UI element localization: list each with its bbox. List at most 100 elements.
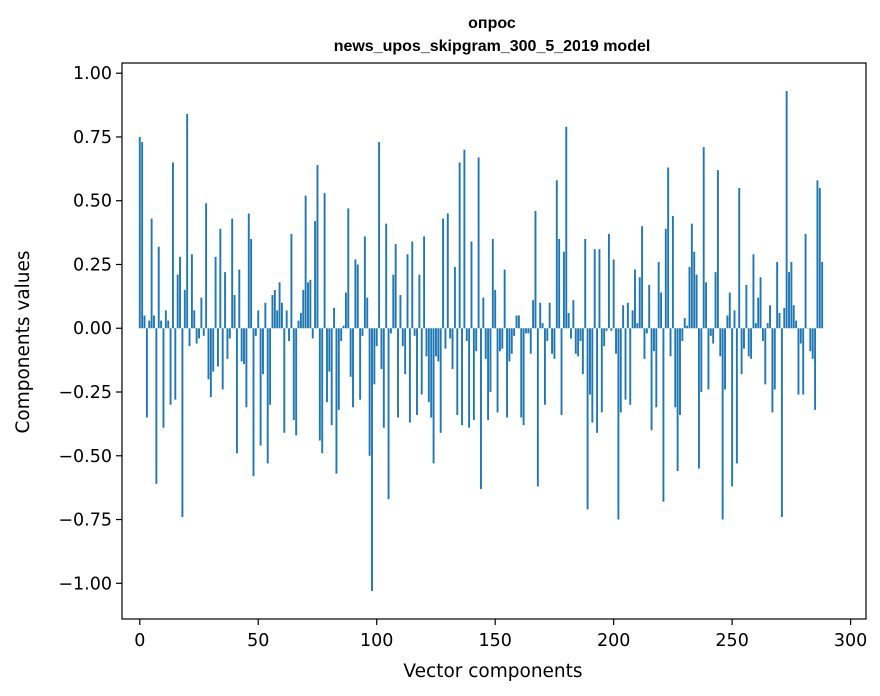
bar	[745, 284, 748, 329]
bar	[750, 328, 753, 359]
bar	[740, 328, 743, 375]
bar	[724, 328, 726, 390]
bar	[610, 328, 613, 331]
bar	[494, 289, 497, 329]
bar	[555, 180, 558, 329]
bar	[543, 328, 546, 405]
bar	[743, 328, 745, 349]
bar	[738, 187, 741, 329]
x-axis-label: Vector components	[403, 661, 582, 682]
bar	[453, 267, 456, 329]
bar	[435, 328, 437, 357]
bar	[626, 302, 629, 329]
bar	[363, 236, 366, 329]
bar	[420, 328, 423, 395]
bar	[638, 277, 641, 329]
bar	[799, 328, 802, 344]
bar	[378, 142, 381, 329]
bar	[401, 328, 404, 347]
bar	[636, 323, 639, 329]
bar	[591, 328, 594, 423]
bar	[548, 302, 551, 329]
bar-series	[138, 91, 824, 591]
bar	[449, 328, 452, 339]
bar	[318, 328, 321, 441]
bar	[198, 328, 200, 339]
bar	[747, 328, 750, 357]
bar	[444, 328, 447, 349]
bar	[716, 170, 719, 329]
bar	[145, 328, 148, 418]
bar	[321, 328, 324, 454]
bar	[619, 328, 622, 413]
bar	[292, 328, 295, 421]
bar	[513, 328, 516, 336]
bar	[375, 328, 378, 347]
y-tick-label: −1.00	[58, 574, 112, 594]
bar	[788, 272, 790, 329]
bar	[190, 254, 193, 329]
bar	[430, 328, 433, 418]
bar	[437, 328, 440, 362]
bar	[299, 312, 302, 329]
bar	[472, 328, 475, 421]
bar	[674, 328, 677, 408]
bar	[157, 246, 160, 329]
bar	[517, 315, 520, 329]
bar	[359, 328, 362, 400]
bar	[404, 328, 407, 375]
bar	[141, 142, 144, 329]
bar	[314, 221, 317, 329]
bar	[503, 269, 506, 329]
bar	[193, 310, 196, 329]
bar	[539, 302, 542, 329]
bar	[721, 328, 724, 520]
bar	[326, 328, 328, 403]
bar	[202, 328, 205, 336]
bar	[818, 187, 821, 329]
bar	[761, 328, 764, 341]
bar	[340, 328, 343, 341]
bar	[380, 328, 383, 370]
bar	[143, 315, 146, 329]
bar	[726, 315, 729, 329]
bar	[560, 328, 563, 415]
bar	[254, 328, 257, 336]
bar	[477, 157, 480, 329]
x-tick-label: 200	[597, 631, 630, 651]
bar	[463, 149, 466, 329]
bar	[352, 328, 354, 408]
bar	[572, 300, 575, 329]
bar	[648, 284, 651, 329]
bar	[285, 310, 288, 329]
bar	[532, 300, 535, 329]
bar	[811, 328, 814, 359]
bar	[425, 328, 428, 357]
bar	[423, 236, 426, 329]
bar	[209, 328, 212, 398]
bar	[596, 328, 599, 433]
bar	[371, 328, 373, 591]
bar	[709, 328, 712, 336]
bar	[624, 328, 627, 400]
bar	[373, 328, 376, 385]
bar	[290, 233, 293, 329]
bar	[468, 328, 471, 428]
y-tick-label: 0.50	[73, 192, 112, 212]
bar	[605, 328, 608, 331]
bar	[271, 295, 274, 329]
bar	[480, 328, 482, 489]
bar	[541, 323, 544, 329]
bar	[676, 328, 679, 472]
bar	[529, 328, 532, 354]
x-tick-label: 100	[360, 631, 393, 651]
bar	[195, 328, 198, 344]
bar	[259, 328, 262, 446]
x-tick-label: 150	[478, 631, 511, 651]
y-axis-ticks: 1.00 0.75 0.50 0.25 0.00 −0.25 −0.50 −0.75 −1.00	[58, 64, 122, 594]
bar	[527, 328, 530, 334]
bar	[508, 328, 511, 362]
bar	[804, 233, 807, 329]
bar	[757, 297, 760, 329]
